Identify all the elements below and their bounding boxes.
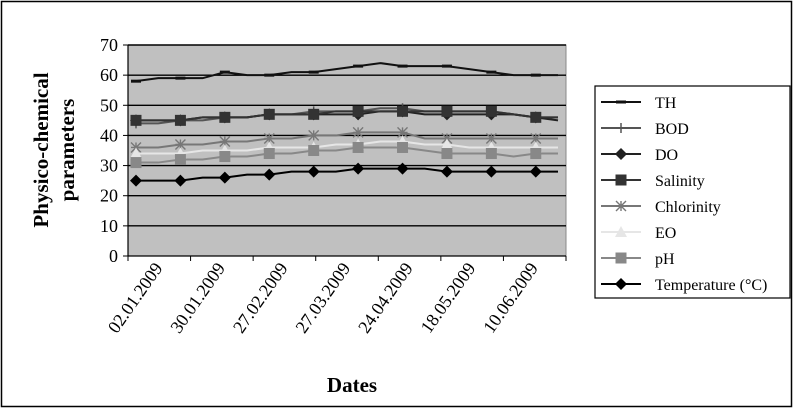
data-point [396, 162, 409, 175]
data-point [219, 111, 231, 123]
y-tick-label: 0 [109, 246, 118, 266]
data-point [440, 165, 453, 178]
data-point [530, 73, 541, 77]
legend-marker [615, 174, 627, 186]
y-axis-title: Physico-chemicalparameters [29, 72, 79, 227]
data-point [441, 148, 453, 160]
data-point [219, 151, 231, 163]
legend-label: Salinity [655, 173, 705, 190]
data-point [352, 141, 364, 153]
data-point [529, 165, 542, 178]
legend-item: EO [601, 225, 676, 242]
series-line [136, 140, 558, 155]
series-temperature-c [130, 162, 558, 187]
y-tick-label: 70 [100, 35, 118, 55]
data-point [352, 126, 364, 138]
data-point [218, 171, 231, 184]
legend-marker [616, 123, 626, 133]
legend-marker [615, 148, 627, 160]
legend-label: DO [655, 147, 678, 164]
legend-item: DO [601, 147, 678, 164]
legend-label: Chlorinity [655, 199, 721, 216]
data-point [263, 132, 275, 144]
data-point [130, 141, 142, 153]
y-tick-label: 50 [100, 95, 118, 115]
data-point [130, 114, 142, 126]
data-point [263, 108, 275, 120]
data-point [130, 157, 142, 169]
data-point [130, 174, 142, 187]
legend-label: Temperature (°C) [655, 277, 767, 294]
data-point [263, 148, 275, 160]
legend-box [594, 85, 791, 299]
data-point [307, 165, 320, 178]
data-point [441, 105, 453, 117]
data-point [131, 79, 141, 83]
legend-marker [616, 100, 626, 104]
data-point [485, 132, 497, 144]
data-point [441, 132, 453, 144]
data-point [441, 64, 452, 68]
legend-item: BOD [601, 121, 689, 138]
legend-marker [615, 226, 627, 237]
data-point [264, 73, 275, 77]
legend-item: Salinity [601, 173, 705, 190]
data-point [308, 145, 320, 156]
data-point [397, 105, 409, 117]
legend-item: TH [601, 95, 677, 112]
data-point [308, 129, 320, 141]
data-point [219, 135, 231, 147]
data-point [175, 76, 186, 80]
data-point [308, 70, 319, 74]
data-point [530, 111, 542, 123]
data-point [130, 147, 142, 159]
legend-marker [615, 200, 627, 212]
data-point [219, 70, 230, 74]
data-point [440, 138, 453, 150]
data-point [485, 105, 497, 117]
legend-item: Temperature (°C) [601, 277, 767, 294]
series-chlorinity [130, 126, 558, 153]
data-point [486, 70, 497, 74]
series-th [131, 62, 558, 83]
legend-label: TH [655, 95, 677, 112]
legend-label: pH [655, 251, 675, 268]
data-point [174, 138, 186, 150]
y-tick-label: 40 [100, 125, 118, 145]
data-point [530, 148, 542, 160]
legend: TH BOD DO Salinity Chlorinity EO pH Temperature… [594, 85, 791, 299]
data-point [174, 154, 186, 166]
legend-item: pH [601, 251, 675, 268]
data-point [352, 105, 364, 117]
data-point [174, 174, 187, 187]
series-salinity [130, 105, 558, 126]
y-tick-label: 60 [100, 65, 118, 85]
legend-marker [615, 278, 627, 290]
data-point [397, 64, 408, 68]
plot-area [127, 44, 567, 257]
data-point [353, 64, 364, 68]
data-point [174, 114, 186, 126]
legend-item: Chlorinity [601, 199, 721, 216]
data-point [397, 126, 409, 138]
data-point [397, 141, 409, 153]
data-point [263, 168, 276, 181]
y-tick-label: 20 [100, 186, 118, 206]
legend-label: BOD [655, 121, 689, 138]
data-point [308, 108, 320, 120]
x-axis-title: Dates [327, 373, 377, 397]
data-point [485, 165, 498, 178]
y-tick-label: 10 [100, 216, 118, 236]
legend-marker [615, 252, 627, 264]
data-point [530, 132, 542, 144]
y-tick-label: 30 [100, 156, 118, 176]
legend-label: EO [655, 225, 676, 242]
data-point [352, 162, 365, 175]
data-point [485, 148, 497, 160]
series-ph [130, 141, 558, 169]
